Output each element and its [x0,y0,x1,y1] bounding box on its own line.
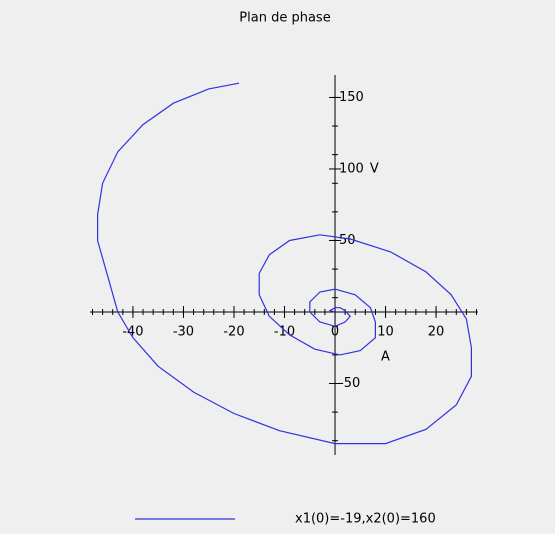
x-tick-label: -20 [223,324,244,339]
series-line [97,82,472,445]
y-tick-label: 50 [339,233,356,248]
legend-label: x1(0)=-19,x2(0)=160 [295,512,436,527]
x-tick-label: 0 [331,324,339,339]
chart-title: Plan de phase [239,11,330,26]
x-tick-label: 10 [377,324,394,339]
y-tick-label: 100 [339,161,364,176]
y-tick-label: -50 [339,376,360,391]
x-axis-label: A [381,350,390,365]
y-tick-label: 150 [339,90,364,105]
y-axis-label: V [370,161,379,176]
x-tick-label: -30 [173,324,194,339]
x-tick-label: -10 [274,324,295,339]
x-tick-label: 20 [428,324,445,339]
